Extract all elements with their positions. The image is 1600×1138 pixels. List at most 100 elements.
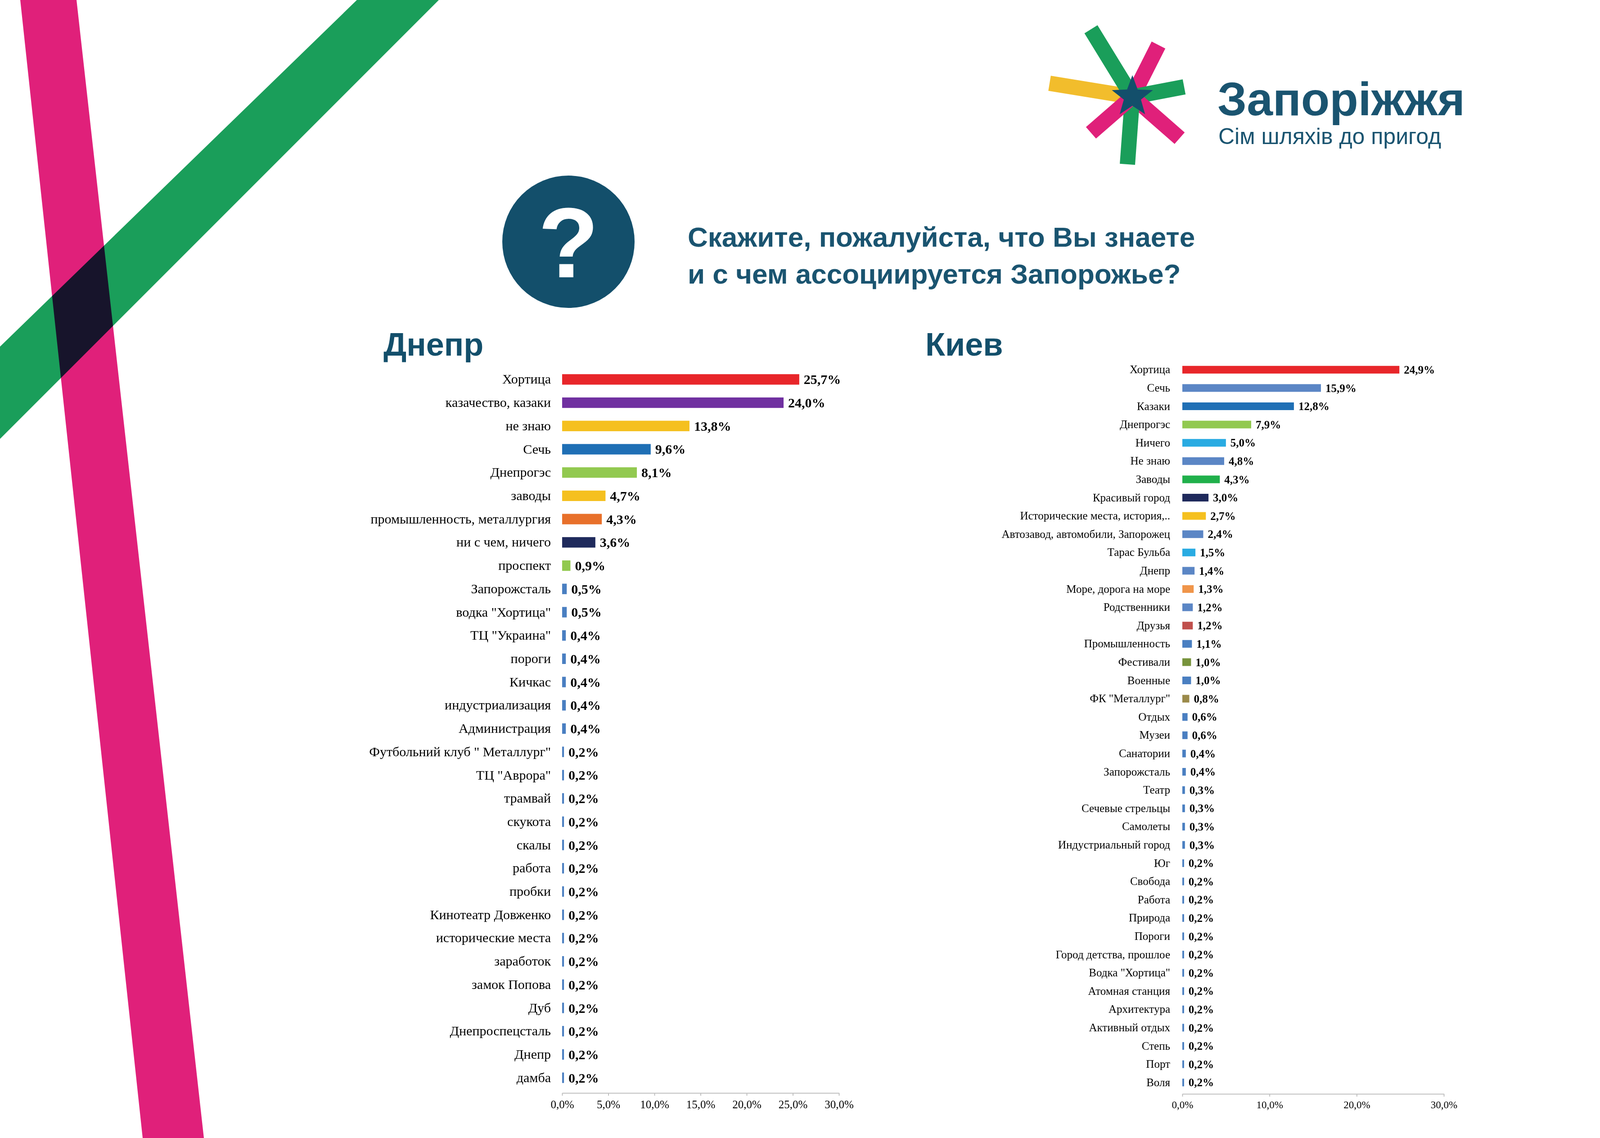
y-tick-label: скукота bbox=[507, 813, 551, 829]
y-tick: Степь bbox=[1141, 1039, 1171, 1052]
bar bbox=[562, 1049, 564, 1060]
y-tick: Автозавод, автомобили, Запорожец bbox=[1001, 527, 1171, 541]
y-tick-label: Санатории bbox=[1118, 747, 1171, 760]
x-tick-label: 25,0% bbox=[778, 1098, 808, 1111]
bar bbox=[1182, 420, 1252, 429]
y-tick: ТЦ "Аврора" bbox=[476, 767, 551, 783]
data-label: 1,5% bbox=[1199, 546, 1226, 559]
y-tick-label: казачество, казаки bbox=[445, 394, 551, 410]
bar bbox=[1182, 1005, 1185, 1014]
y-tick: ФК "Металлург" bbox=[1089, 692, 1171, 705]
y-tick: казачество, казаки bbox=[445, 394, 551, 410]
x-tick-mark bbox=[1269, 1093, 1271, 1097]
bar bbox=[1182, 585, 1194, 593]
x-tick-mark bbox=[838, 1092, 840, 1096]
data-label: 4,8% bbox=[1228, 455, 1254, 468]
data-label: 0,5% bbox=[571, 604, 602, 620]
y-tick-label: Автозавод, автомобили, Запорожец bbox=[1001, 527, 1171, 541]
y-tick: Днепр bbox=[514, 1046, 551, 1062]
bar bbox=[1182, 1041, 1185, 1050]
y-tick-label: заработок bbox=[494, 953, 551, 969]
data-labels: 25,7%24,0%13,8%9,6%8,1%4,7%4,3%3,6%0,9%0… bbox=[568, 371, 841, 1085]
y-tick-label: Днепр bbox=[1140, 564, 1171, 577]
y-tick: заработок bbox=[494, 953, 551, 969]
y-tick: промышленность, металлургия bbox=[370, 511, 552, 527]
y-tick-label: Театр bbox=[1143, 783, 1171, 796]
chart-panel: Киев24,9%15,9%12,8%7,9%5,0%4,8%4,3%3,0%2… bbox=[925, 326, 1458, 1111]
bar bbox=[1182, 676, 1191, 685]
y-tick-label: ФК "Металлург" bbox=[1089, 692, 1171, 705]
y-tick: Не знаю bbox=[1130, 454, 1171, 467]
data-label: 0,3% bbox=[1189, 784, 1215, 797]
data-label: 0,4% bbox=[1190, 747, 1216, 760]
y-tick-label: пробки bbox=[509, 883, 551, 899]
y-tick: Музеи bbox=[1139, 728, 1171, 741]
chart-title: Киев bbox=[925, 326, 1004, 363]
data-label: 0,2% bbox=[1188, 1058, 1214, 1071]
x-tick-mark bbox=[700, 1092, 702, 1096]
y-tick-label: Заводы bbox=[1135, 473, 1171, 486]
bar bbox=[1182, 969, 1185, 977]
data-label: 15,9% bbox=[1325, 382, 1357, 395]
y-tick-label: Работа bbox=[1137, 893, 1171, 906]
y-tick: Воля bbox=[1146, 1076, 1171, 1089]
y-tick-label: Футбольний клуб " Металлург" bbox=[369, 743, 551, 759]
data-label: 0,2% bbox=[568, 1070, 600, 1086]
data-label: 0,8% bbox=[1193, 692, 1219, 705]
bar bbox=[562, 746, 564, 758]
data-label: 0,9% bbox=[574, 558, 606, 573]
data-label: 0,6% bbox=[1192, 710, 1218, 723]
y-tick: дамба bbox=[516, 1069, 551, 1085]
y-tick-label: Казаки bbox=[1136, 400, 1171, 413]
y-tick: Ничего bbox=[1135, 436, 1171, 449]
chart-panel: Днепр 25,7%24,0%13,8%9,6%8,1%4,7%4,3%3,6%… bbox=[369, 326, 854, 1111]
bar bbox=[1182, 457, 1225, 465]
y-tick: ТЦ "Украина" bbox=[470, 627, 551, 643]
data-label: 13,8% bbox=[694, 418, 732, 434]
bar bbox=[1182, 438, 1226, 447]
data-label: 4,7% bbox=[609, 488, 641, 504]
data-label: 0,4% bbox=[570, 721, 601, 736]
y-tick-label: Активный отдых bbox=[1088, 1021, 1171, 1034]
bar bbox=[1182, 530, 1204, 538]
x-tick-label: 20,0% bbox=[732, 1098, 762, 1111]
data-label: 0,6% bbox=[1192, 729, 1218, 742]
y-tick-label: Атомная станция bbox=[1087, 984, 1171, 997]
y-tick: Днепроспецсталь bbox=[450, 1023, 551, 1038]
y-axis: ХортицаСечьКазакиДнепрогэсНичегоНе знаюЗ… bbox=[1001, 363, 1171, 1088]
data-label: 1,0% bbox=[1195, 674, 1221, 687]
y-tick: Индустриальный город bbox=[1058, 838, 1171, 851]
y-tick: не знаю bbox=[505, 418, 551, 433]
y-tick-label: Кичкас bbox=[509, 674, 551, 690]
y-tick: Свобода bbox=[1130, 874, 1171, 888]
y-tick-label: Дуб bbox=[528, 1000, 551, 1015]
x-tick-mark bbox=[654, 1092, 656, 1096]
y-tick-label: Хортица bbox=[502, 371, 551, 387]
data-label: 0,5% bbox=[571, 581, 602, 597]
y-tick-label: Днепрогэс bbox=[490, 464, 551, 480]
data-label: 25,7% bbox=[803, 371, 842, 387]
y-tick-label: Днепрогэс bbox=[1119, 418, 1171, 431]
x-tick-label: 5,0% bbox=[596, 1098, 621, 1111]
y-tick-label: Музеи bbox=[1139, 728, 1171, 741]
bar bbox=[1182, 603, 1193, 612]
data-label: 1,0% bbox=[1195, 656, 1221, 669]
y-tick: Военные bbox=[1127, 674, 1171, 687]
bar bbox=[1182, 548, 1196, 557]
y-tick: Днепрогэс bbox=[490, 464, 551, 480]
data-label: 0,2% bbox=[1188, 856, 1214, 870]
y-tick: Отдых bbox=[1138, 710, 1171, 723]
bar bbox=[1182, 840, 1186, 849]
y-tick: ни с чем, ничего bbox=[456, 534, 551, 550]
data-label: 0,2% bbox=[1188, 984, 1214, 997]
data-label: 8,1% bbox=[641, 464, 672, 480]
y-tick: Казаки bbox=[1136, 400, 1171, 413]
y-tick: Самолеты bbox=[1122, 820, 1171, 833]
y-tick-label: Индустриальный город bbox=[1058, 838, 1171, 851]
y-tick: Водка "Хортица" bbox=[1088, 966, 1171, 979]
brand: Запоріжжя bbox=[1217, 72, 1465, 126]
data-label: 0,2% bbox=[1188, 1003, 1214, 1016]
logo-star bbox=[1111, 75, 1153, 115]
y-tick-label: ни с чем, ничего bbox=[456, 534, 551, 550]
bar bbox=[1182, 822, 1186, 831]
